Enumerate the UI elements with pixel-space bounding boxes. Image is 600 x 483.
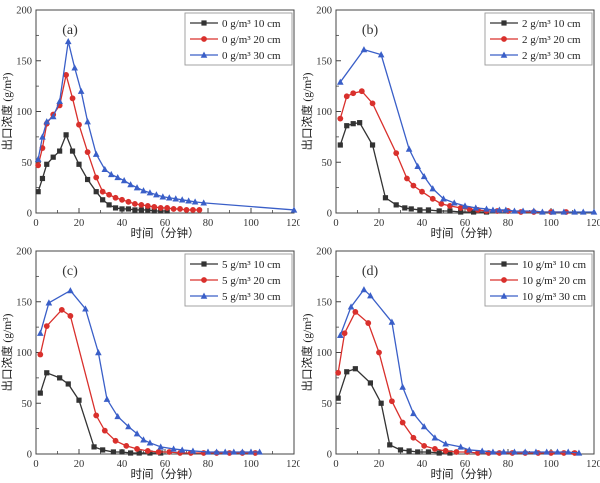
chart-panel-d: 0 20 40 60 80 100 120 0 50 100 150 200 时间（分钟） 出口浓度 (g… — [300, 241, 600, 482]
svg-text:200: 200 — [16, 247, 32, 258]
chart-a-canvas: 0 20 40 60 80 100 120 0 50 100 150 200 时间（分钟） 出口浓度 (g… — [0, 6, 300, 241]
svg-text:出口浓度 (g/m³): 出口浓度 (g/m³) — [300, 313, 314, 391]
chart-panel-c: 0 20 40 60 80 100 120 0 50 100 150 200 时间（分钟） 出口浓度 (g… — [0, 241, 300, 482]
chart-panel-b: 0 20 40 60 80 100 120 0 50 100 150 200 时间（分钟） 出口浓度 (g… — [300, 0, 600, 241]
svg-text:时间（分钟）: 时间（分钟） — [131, 226, 200, 240]
svg-text:200: 200 — [316, 6, 332, 17]
svg-text:(b): (b) — [362, 23, 379, 38]
svg-text:5 g/m³ 20 cm: 5 g/m³ 20 cm — [222, 275, 281, 287]
svg-text:0 g/m³ 10 cm: 0 g/m³ 10 cm — [222, 18, 281, 30]
svg-text:时间（分钟）: 时间（分钟） — [431, 467, 500, 481]
svg-text:120: 120 — [286, 218, 300, 229]
svg-text:200: 200 — [16, 6, 32, 17]
svg-text:(c): (c) — [62, 264, 78, 279]
svg-text:80: 80 — [203, 459, 214, 470]
svg-text:0: 0 — [327, 450, 332, 461]
svg-text:120: 120 — [286, 459, 300, 470]
svg-text:100: 100 — [316, 107, 332, 118]
svg-text:20: 20 — [374, 459, 385, 470]
svg-text:50: 50 — [322, 158, 333, 169]
svg-text:0: 0 — [33, 459, 38, 470]
svg-text:60: 60 — [460, 459, 471, 470]
chart-panel-a: 0 20 40 60 80 100 120 0 50 100 150 200 时间（分钟） 出口浓度 (g… — [0, 0, 300, 241]
svg-text:2 g/m³ 10 cm: 2 g/m³ 10 cm — [522, 18, 581, 30]
svg-text:20: 20 — [74, 218, 85, 229]
svg-text:50: 50 — [22, 399, 33, 410]
svg-text:150: 150 — [316, 56, 332, 67]
svg-text:0: 0 — [27, 450, 32, 461]
svg-text:40: 40 — [417, 218, 428, 229]
svg-text:0 g/m³ 20 cm: 0 g/m³ 20 cm — [222, 34, 281, 46]
svg-text:100: 100 — [16, 107, 32, 118]
svg-text:100: 100 — [543, 218, 559, 229]
svg-text:0: 0 — [27, 209, 32, 220]
svg-text:80: 80 — [503, 459, 514, 470]
svg-text:出口浓度 (g/m³): 出口浓度 (g/m³) — [0, 72, 14, 150]
svg-text:10 g/m³ 20 cm: 10 g/m³ 20 cm — [522, 275, 587, 287]
svg-text:100: 100 — [243, 459, 259, 470]
svg-text:80: 80 — [203, 218, 214, 229]
svg-text:100: 100 — [543, 459, 559, 470]
svg-text:5 g/m³ 10 cm: 5 g/m³ 10 cm — [222, 259, 281, 271]
svg-text:40: 40 — [117, 218, 128, 229]
svg-text:10 g/m³ 30 cm: 10 g/m³ 30 cm — [522, 291, 587, 303]
svg-text:200: 200 — [316, 247, 332, 258]
svg-text:40: 40 — [117, 459, 128, 470]
svg-text:150: 150 — [316, 297, 332, 308]
svg-text:40: 40 — [417, 459, 428, 470]
svg-text:150: 150 — [16, 297, 32, 308]
svg-text:120: 120 — [586, 218, 600, 229]
svg-text:时间（分钟）: 时间（分钟） — [431, 226, 500, 240]
svg-text:0: 0 — [33, 218, 38, 229]
svg-text:80: 80 — [503, 218, 514, 229]
svg-text:2 g/m³ 30 cm: 2 g/m³ 30 cm — [522, 50, 581, 62]
svg-text:100: 100 — [16, 348, 32, 359]
svg-text:2 g/m³ 20 cm: 2 g/m³ 20 cm — [522, 34, 581, 46]
svg-text:100: 100 — [243, 218, 259, 229]
svg-text:(d): (d) — [362, 264, 379, 279]
svg-text:20: 20 — [74, 459, 85, 470]
svg-text:60: 60 — [160, 218, 171, 229]
svg-text:100: 100 — [316, 348, 332, 359]
svg-text:5 g/m³ 30 cm: 5 g/m³ 30 cm — [222, 291, 281, 303]
chart-d-canvas: 0 20 40 60 80 100 120 0 50 100 150 200 时间（分钟） 出口浓度 (g… — [300, 247, 600, 482]
chart-c-canvas: 0 20 40 60 80 100 120 0 50 100 150 200 时间（分钟） 出口浓度 (g… — [0, 247, 300, 482]
svg-text:20: 20 — [374, 218, 385, 229]
svg-text:时间（分钟）: 时间（分钟） — [131, 467, 200, 481]
svg-text:60: 60 — [460, 218, 471, 229]
svg-text:出口浓度 (g/m³): 出口浓度 (g/m³) — [0, 313, 14, 391]
svg-text:60: 60 — [160, 459, 171, 470]
svg-text:出口浓度 (g/m³): 出口浓度 (g/m³) — [300, 72, 314, 150]
svg-text:150: 150 — [16, 56, 32, 67]
svg-text:50: 50 — [22, 158, 33, 169]
svg-text:120: 120 — [586, 459, 600, 470]
svg-text:0 g/m³ 30 cm: 0 g/m³ 30 cm — [222, 50, 281, 62]
svg-text:0: 0 — [333, 218, 338, 229]
chart-b-canvas: 0 20 40 60 80 100 120 0 50 100 150 200 时间（分钟） 出口浓度 (g… — [300, 6, 600, 241]
svg-text:10 g/m³ 10 cm: 10 g/m³ 10 cm — [522, 259, 587, 271]
svg-text:0: 0 — [327, 209, 332, 220]
svg-text:0: 0 — [333, 459, 338, 470]
svg-text:(a): (a) — [62, 23, 78, 38]
svg-text:50: 50 — [322, 399, 333, 410]
